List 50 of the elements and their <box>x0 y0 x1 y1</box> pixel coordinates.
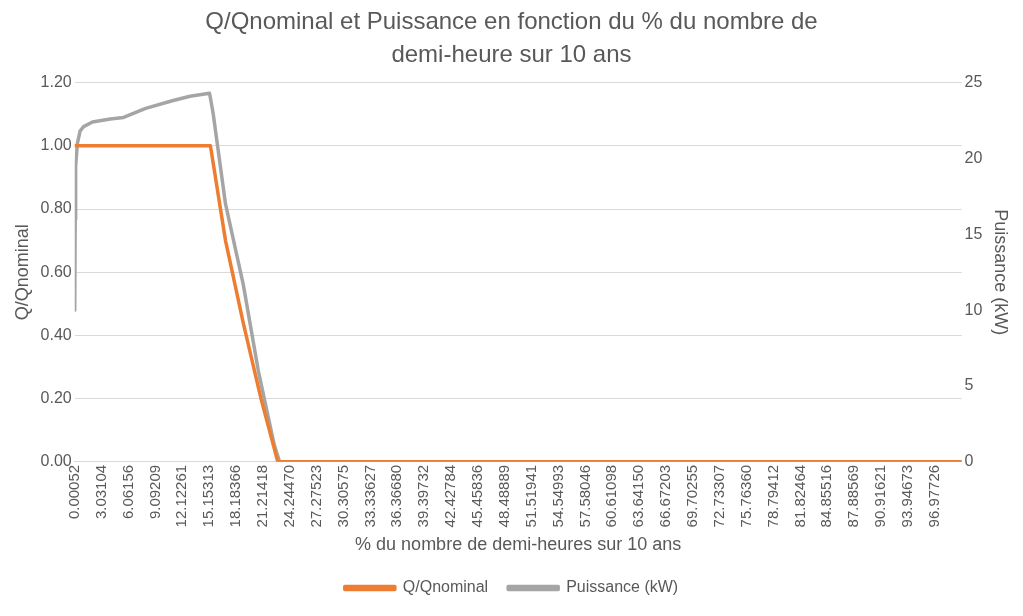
x-tick-label: 30.30575 <box>333 464 351 528</box>
x-tick-label: 6.06156 <box>118 464 136 520</box>
y2-tick-label: 20 <box>964 148 983 166</box>
y-tick-label: 0.20 <box>40 389 72 407</box>
y2-tick-label: 0 <box>964 452 974 470</box>
y-tick-label: 1.00 <box>40 136 72 154</box>
x-tick-label: 54.54993 <box>548 464 566 528</box>
y2-axis-title: Puissance (kW) <box>991 209 1012 336</box>
x-tick-label: 87.88569 <box>844 464 862 528</box>
x-tick-label: 81.82464 <box>790 464 808 528</box>
y-tick-label: 0.60 <box>40 262 72 280</box>
y-axis-title: Q/Qnominal <box>11 224 32 321</box>
x-tick-label: 93.94673 <box>898 464 916 528</box>
x-tick-label: 33.33627 <box>360 464 378 528</box>
x-tick-label: 72.73307 <box>709 464 727 528</box>
x-tick-label: 90.91621 <box>871 464 889 528</box>
y2-tick-label: 5 <box>964 376 974 394</box>
x-tick-label: 45.45836 <box>468 464 486 528</box>
x-tick-label: 24.24470 <box>279 464 297 528</box>
x-tick-label: 18.18366 <box>226 464 244 528</box>
x-tick-label: 3.03104 <box>91 464 109 520</box>
x-tick-label: 9.09209 <box>145 464 163 520</box>
x-tick-label: 51.51941 <box>521 464 539 528</box>
x-tick-label: 84.85516 <box>817 464 835 528</box>
y2-tick-label: 25 <box>964 73 983 91</box>
x-axis-title: % du nombre de demi-heures sur 10 ans <box>355 534 682 555</box>
y2-tick-label: 15 <box>964 224 983 242</box>
y-tick-label: 0.80 <box>40 199 72 217</box>
x-tick-label: 42.42784 <box>441 464 459 528</box>
x-tick-label: 78.79412 <box>763 464 781 528</box>
y-tick-label: 1.20 <box>40 73 72 91</box>
x-tick-label: 39.39732 <box>414 464 432 528</box>
x-tick-label: 69.70255 <box>683 464 701 528</box>
legend-label: Q/Qnominal <box>402 578 489 596</box>
x-tick-label: 63.64150 <box>629 464 647 528</box>
x-tick-label: 66.67203 <box>656 464 674 528</box>
x-tick-label: 75.76360 <box>736 464 754 528</box>
x-tick-label: 60.61098 <box>602 464 620 528</box>
x-tick-label: 96.97726 <box>924 464 942 528</box>
chart-title: Q/Qnominal et Puissance en fonction du % du nombre de demi-heure sur 10 ans <box>204 6 819 69</box>
y-tick-label: 0.40 <box>40 325 72 343</box>
y2-tick-label: 10 <box>964 300 983 318</box>
x-tick-label: 21.21418 <box>253 464 271 528</box>
x-tick-label: 48.48889 <box>494 464 512 528</box>
x-tick-label: 12.12261 <box>172 464 190 528</box>
x-tick-label: 15.15313 <box>199 464 217 528</box>
legend-label: Puissance (kW) <box>566 578 679 596</box>
x-tick-label: 57.58046 <box>575 464 593 528</box>
x-tick-label: 36.36680 <box>387 464 405 528</box>
x-tick-label: 27.27523 <box>306 464 324 528</box>
